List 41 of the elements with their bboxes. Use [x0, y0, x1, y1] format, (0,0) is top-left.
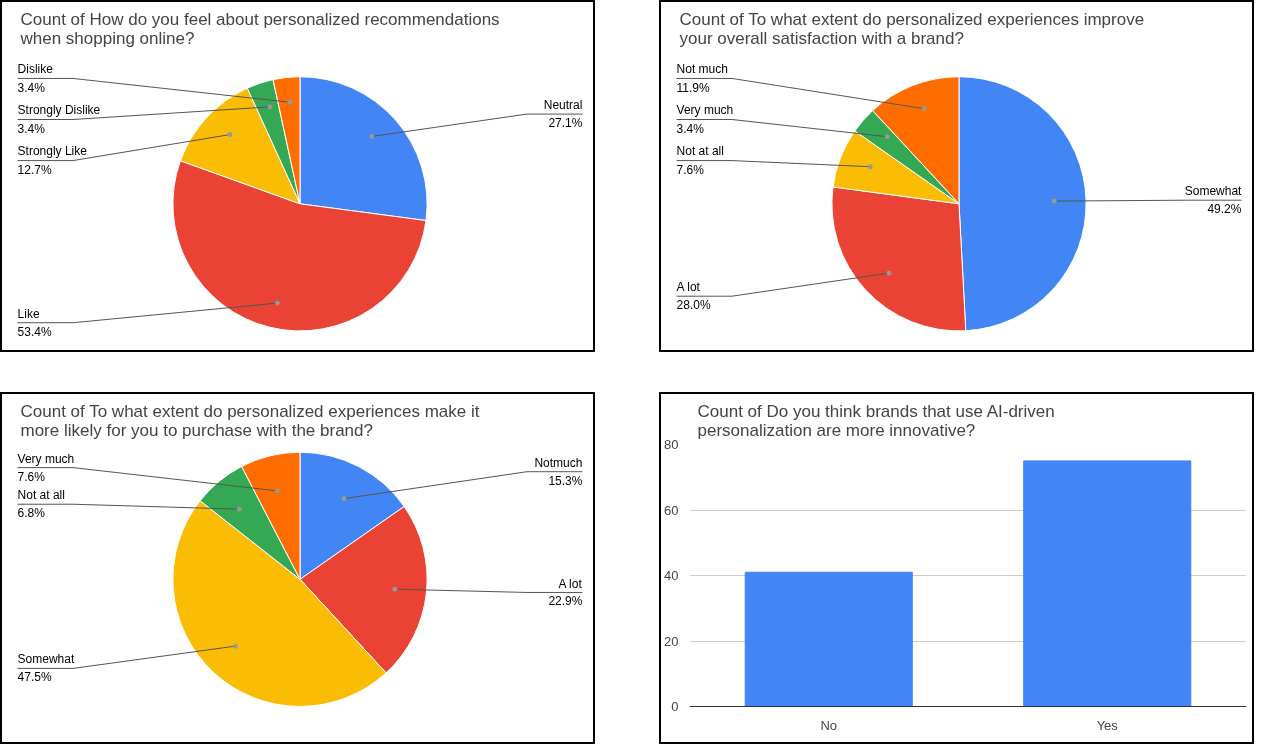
- slice-label: A lot: [676, 280, 701, 295]
- data-label: 7.6%: [676, 162, 705, 177]
- data-label: 22.9%: [548, 594, 583, 609]
- slice-label: Dislike: [17, 62, 54, 77]
- chart-title: Count of To what extent do personalized experiences make it more likely for you to purchase with the brand?: [20, 401, 480, 440]
- slice-label: Somewhat: [17, 652, 75, 667]
- slice-label: Not much: [676, 62, 728, 77]
- slice-label: Strongly Like: [17, 144, 88, 159]
- data-label: 7.6%: [17, 469, 46, 484]
- slice-label: Like: [17, 306, 40, 321]
- x-tick-label: Yes: [1096, 717, 1119, 733]
- data-label: 27.1%: [548, 116, 583, 131]
- y-tick-label: 60: [664, 502, 679, 518]
- slice-label: Not at all: [676, 144, 724, 159]
- data-label: 49.2%: [1207, 202, 1242, 217]
- slice-label: Neutral: [543, 97, 583, 112]
- data-label: 15.3%: [548, 473, 583, 488]
- chart-title: Count of To what extent do personalized experiences improve your overall satisfaction with a brand?: [679, 9, 1145, 48]
- y-tick-label: 20: [664, 633, 679, 649]
- slice-label: Notmuch: [534, 455, 583, 470]
- data-label: 53.4%: [17, 324, 52, 339]
- chart-title: Count of Do you think brands that use AI-driven personalization are more innovative?: [697, 401, 1055, 440]
- y-tick-label: 80: [664, 437, 679, 452]
- data-label: 47.5%: [17, 670, 52, 685]
- slice-label: Very much: [17, 451, 75, 466]
- slice-label: Strongly Dislike: [17, 103, 101, 118]
- data-label: 6.8%: [17, 506, 46, 521]
- y-tick-label: 0: [671, 699, 679, 714]
- x-tick-label: No: [820, 717, 838, 733]
- data-label: 3.4%: [676, 121, 705, 136]
- slice-label: A lot: [558, 576, 583, 591]
- slice-label: Somewhat: [1184, 184, 1243, 199]
- slice-label: Very much: [676, 103, 734, 118]
- chart-title: Count of How do you feel about personalized recommendations when shopping online?: [19, 9, 500, 48]
- y-tick-label: 40: [664, 568, 679, 583]
- data-label: 3.4%: [17, 121, 46, 136]
- data-label: 12.7%: [17, 162, 52, 177]
- slice-label: Not at all: [17, 488, 65, 503]
- data-label: 28.0%: [676, 298, 711, 313]
- data-label: 11.9%: [676, 80, 711, 95]
- data-label: 3.4%: [17, 80, 46, 95]
